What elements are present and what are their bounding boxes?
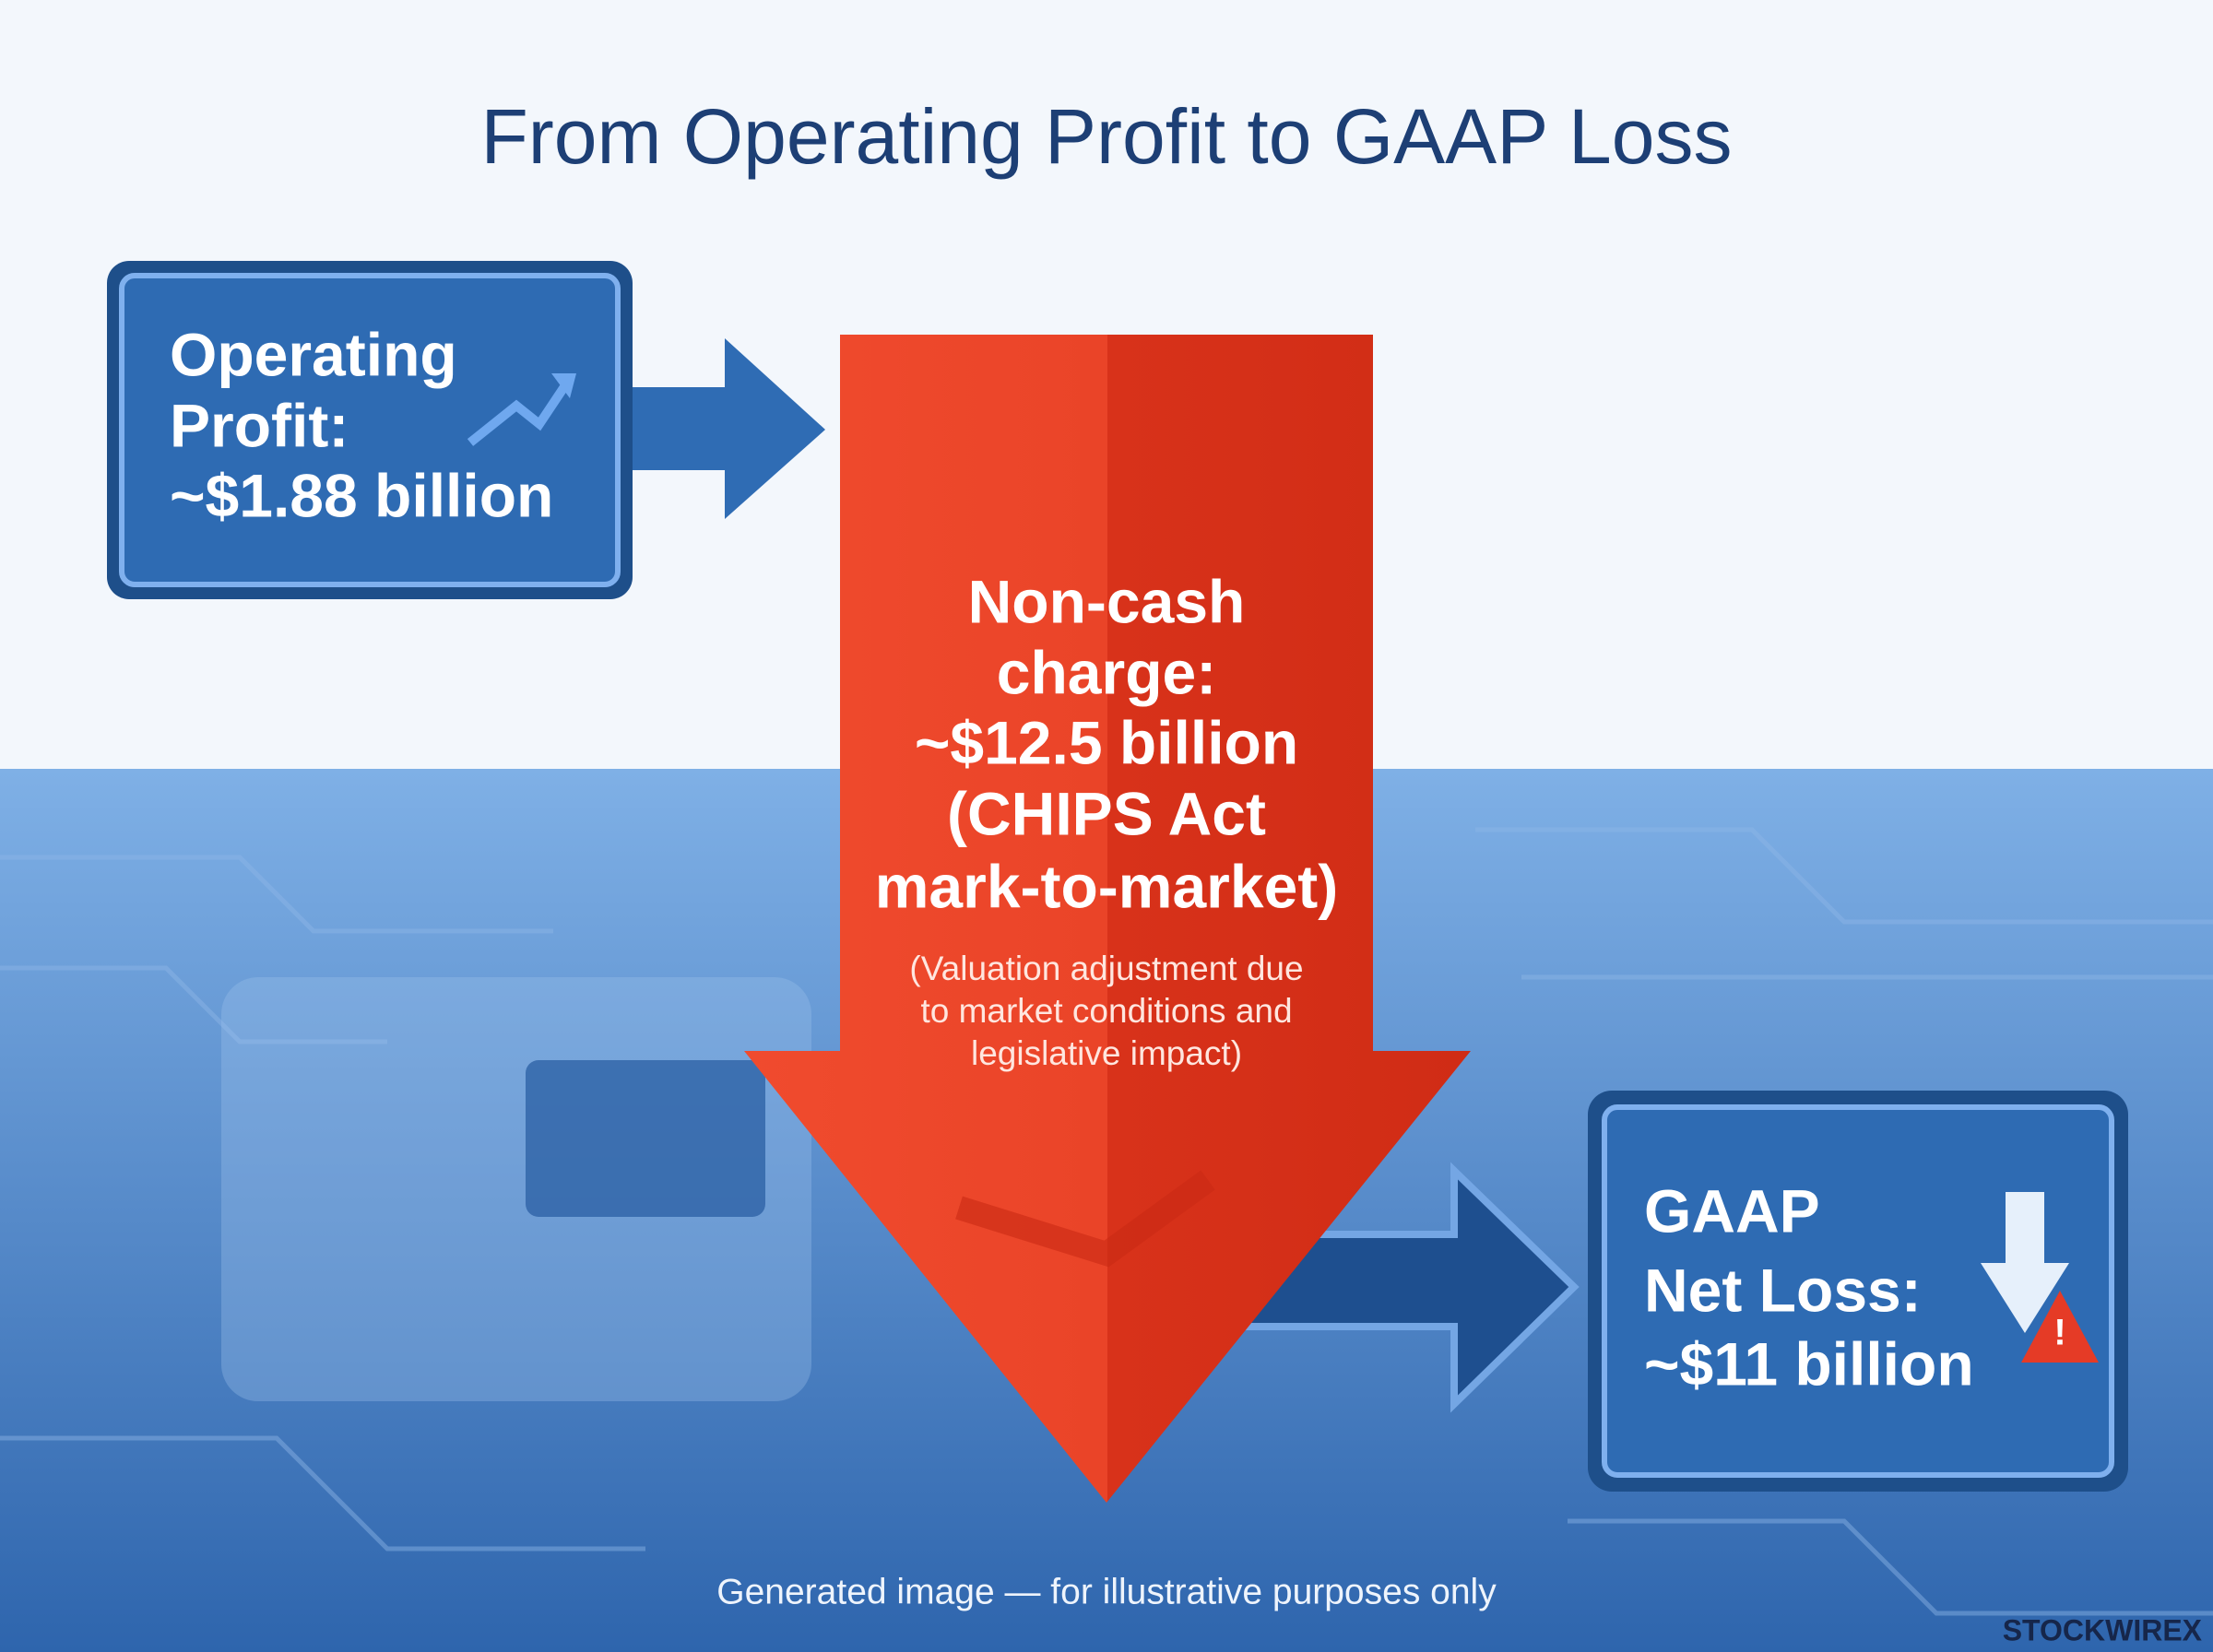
node-note: legislative impact) — [971, 1034, 1242, 1072]
title: From Operating Profit to GAAP Loss — [480, 93, 1732, 180]
node-box-inner — [1602, 1104, 2114, 1478]
node-note: to market conditions and — [920, 992, 1292, 1030]
down-icon — [1981, 1192, 2069, 1333]
caption: Generated image — for illustrative purpo… — [716, 1572, 1497, 1611]
trend-icon — [551, 373, 576, 398]
arrow-chevron — [955, 1170, 1215, 1268]
node-label: Profit: — [170, 391, 349, 459]
warning-mark: ! — [2053, 1313, 2065, 1353]
node-label: GAAP — [1644, 1176, 1820, 1245]
charge-arrow — [744, 335, 1471, 1503]
node-label: (CHIPS Act — [947, 779, 1266, 847]
brand: STOCKWIREX — [2003, 1613, 2203, 1646]
node-label: Net Loss: — [1644, 1256, 1922, 1324]
node-label: charge: — [997, 638, 1216, 706]
node-label: ~$1.88 billion — [170, 461, 553, 529]
node-label: ~$11 billion — [1644, 1329, 1974, 1398]
circuit-decoration — [0, 827, 2213, 1616]
warning-icon — [2021, 1291, 2099, 1363]
node-label: Non-cash — [968, 567, 1246, 635]
trend-icon — [467, 380, 572, 446]
node-note: (Valuation adjustment due — [909, 950, 1303, 987]
node-label: ~$12.5 billion — [915, 708, 1298, 776]
connector-arrow — [1225, 1162, 1580, 1413]
node-box-inner — [119, 273, 621, 587]
node-label: Operating — [170, 320, 457, 388]
node-label: mark-to-market) — [875, 852, 1338, 920]
connector-arrow — [633, 338, 825, 519]
